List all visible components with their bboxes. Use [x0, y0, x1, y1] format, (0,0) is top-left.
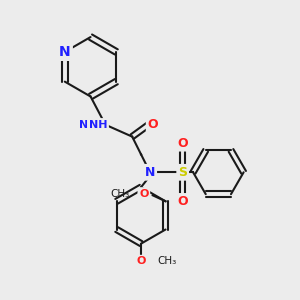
Text: O: O	[177, 195, 188, 208]
Text: O: O	[139, 189, 148, 199]
Text: S: S	[178, 166, 187, 179]
Text: O: O	[139, 189, 148, 199]
Text: N: N	[145, 166, 155, 179]
Text: O: O	[177, 137, 188, 150]
Text: CH₃: CH₃	[111, 189, 130, 199]
Text: N: N	[59, 45, 70, 59]
Text: O: O	[136, 256, 146, 266]
Text: NH: NH	[80, 120, 98, 130]
Text: S: S	[178, 166, 187, 179]
Text: N: N	[145, 166, 155, 179]
Text: O: O	[136, 256, 146, 266]
Text: O: O	[177, 137, 188, 150]
Text: CH₃: CH₃	[158, 256, 177, 266]
Text: NH: NH	[89, 120, 107, 130]
Text: O: O	[148, 118, 158, 131]
Text: O: O	[148, 118, 158, 131]
Text: O: O	[177, 195, 188, 208]
Text: N: N	[59, 45, 70, 59]
Text: N: N	[59, 45, 70, 59]
